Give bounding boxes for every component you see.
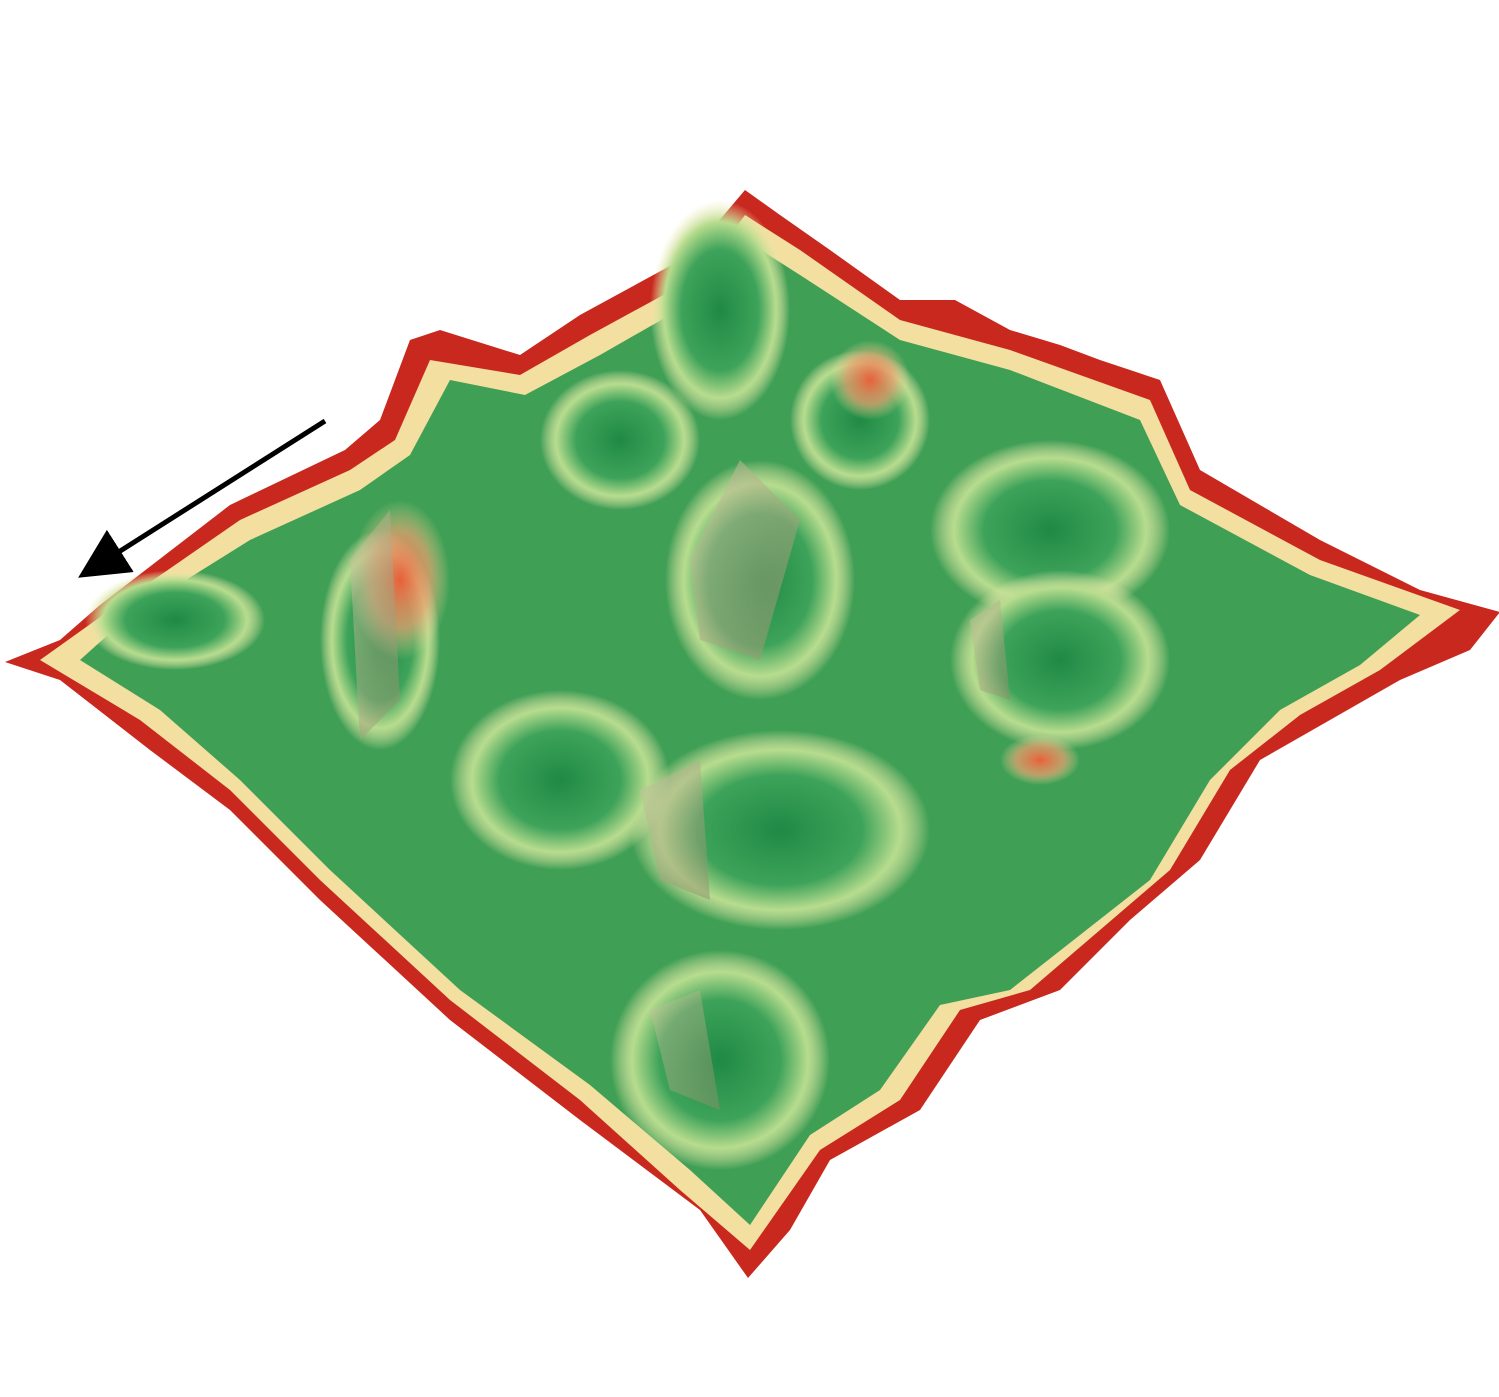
hills	[85, 200, 1170, 1170]
direction-arrow	[78, 418, 327, 578]
